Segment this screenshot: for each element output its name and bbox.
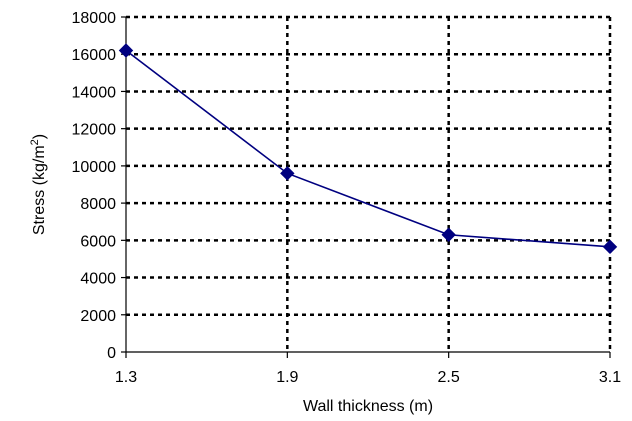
y-tick-label: 8000 xyxy=(80,196,116,213)
y-tick-label: 0 xyxy=(107,345,116,362)
axes xyxy=(121,16,611,358)
gridlines xyxy=(126,15,612,352)
x-axis-title: Wall thickness (m) xyxy=(303,398,433,415)
y-tick-label: 6000 xyxy=(80,233,116,250)
x-tick-label: 1.3 xyxy=(115,369,137,386)
x-tick-label: 2.5 xyxy=(438,369,460,386)
y-tick-label: 2000 xyxy=(80,308,116,325)
y-tick-label: 16000 xyxy=(72,47,117,64)
x-tick-label: 1.9 xyxy=(276,369,298,386)
tick-labels: 0 2000 4000 6000 8000 10000 12000 14000 16000 180… xyxy=(72,10,622,386)
y-axis-title-suffix: ) xyxy=(31,134,48,139)
y-tick-label: 18000 xyxy=(72,10,117,27)
x-tick-label: 3.1 xyxy=(599,369,621,386)
data-point-marker xyxy=(118,43,134,58)
data-point-marker xyxy=(602,239,618,255)
y-axis-title: Stress (kg/m2) xyxy=(29,134,48,235)
data-point-marker xyxy=(441,227,456,242)
y-tick-label: 14000 xyxy=(72,84,117,101)
data-series xyxy=(118,43,618,255)
y-tick-label: 4000 xyxy=(80,271,116,288)
y-axis-title-superscript: 2 xyxy=(29,139,41,145)
y-axis-title-main: Stress (kg/m xyxy=(31,145,48,235)
y-tick-label: 10000 xyxy=(72,159,117,176)
series-line xyxy=(125,49,611,248)
y-tick-label: 12000 xyxy=(72,122,117,139)
data-point-marker xyxy=(280,166,295,181)
